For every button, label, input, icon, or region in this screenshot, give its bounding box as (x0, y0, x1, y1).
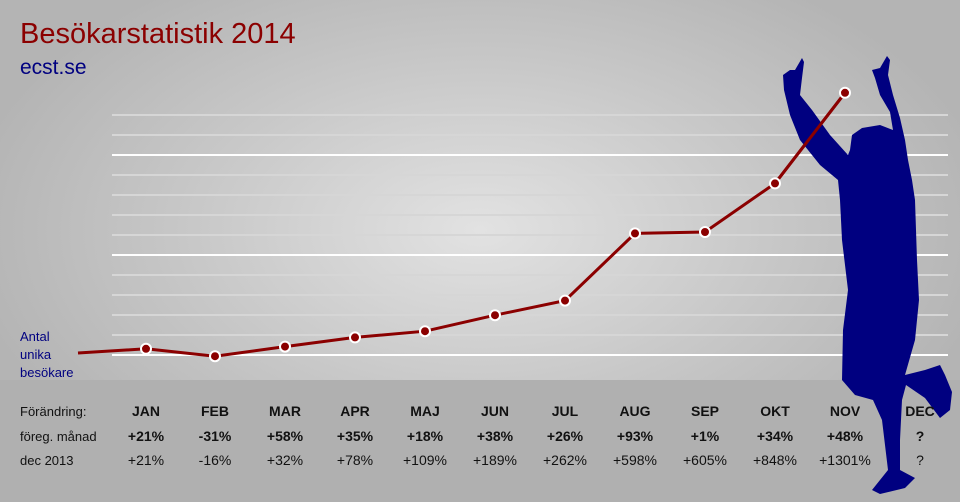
dec2013-change: +1301% (819, 452, 871, 468)
dec2013-change: +605% (683, 452, 727, 468)
prev-month-change: +38% (476, 428, 514, 444)
dec2013-change: -16% (198, 452, 232, 468)
prev-month-change: ? (915, 428, 925, 444)
month-label: OKT (760, 403, 790, 419)
month-label: FEB (201, 403, 229, 419)
prev-month-change: +18% (406, 428, 444, 444)
month-label: JUL (551, 403, 579, 419)
data-point-aug (629, 227, 641, 240)
data-point-apr (349, 331, 361, 344)
month-label: SEP (690, 403, 719, 419)
data-point-mar (279, 340, 291, 353)
prev-month-change: +26% (546, 428, 584, 444)
dec2013-change: +32% (266, 452, 304, 468)
dec2013-change: +109% (403, 452, 447, 468)
month-label: MAJ (410, 403, 440, 419)
month-label: JAN (131, 403, 160, 419)
data-point-jul (559, 294, 571, 307)
prev-month-change: +34% (756, 428, 794, 444)
prev-month-change: +1% (690, 428, 720, 444)
data-point-maj (419, 325, 431, 338)
prev-month-change: +58% (266, 428, 304, 444)
month-label: DEC (905, 403, 935, 419)
prev-month-change: -31% (198, 428, 232, 444)
data-point-jun (489, 309, 501, 322)
row-label-dec2013: dec 2013 (20, 453, 74, 468)
month-label: JUN (480, 403, 509, 419)
dec2013-change: +21% (127, 452, 165, 468)
prev-month-change: +93% (616, 428, 654, 444)
data-point-jan (140, 342, 152, 355)
series-line-top (773, 91, 847, 185)
month-label: AUG (619, 403, 651, 419)
prev-month-change: +48% (826, 428, 864, 444)
prev-month-change: +21% (127, 428, 165, 444)
data-point-sep (699, 226, 711, 238)
data-point-okt (769, 177, 781, 190)
chart-title: Besökarstatistik 2014 (20, 18, 296, 50)
month-label: MAR (269, 403, 301, 419)
data-point-nov (839, 86, 851, 99)
prev-month-change: +35% (336, 428, 374, 444)
dec2013-change: ? (916, 452, 924, 468)
dec2013-change: +78% (336, 452, 374, 468)
dec2013-change: +189% (473, 452, 517, 468)
month-label: APR (340, 403, 370, 419)
celebrating-person-icon (783, 56, 952, 494)
row-label-prev-month: föreg. månad (20, 429, 97, 444)
dec2013-change: +598% (613, 452, 657, 468)
row-label-change: Förändring: (20, 404, 87, 419)
dec2013-change: +848% (753, 452, 797, 468)
data-point-feb (209, 350, 221, 363)
dec2013-change: +262% (543, 452, 587, 468)
month-label: NOV (829, 403, 861, 419)
site-name: ecst.se (20, 56, 87, 79)
y-axis-label: Antal unika besökare (20, 329, 74, 380)
series-line (77, 91, 847, 358)
